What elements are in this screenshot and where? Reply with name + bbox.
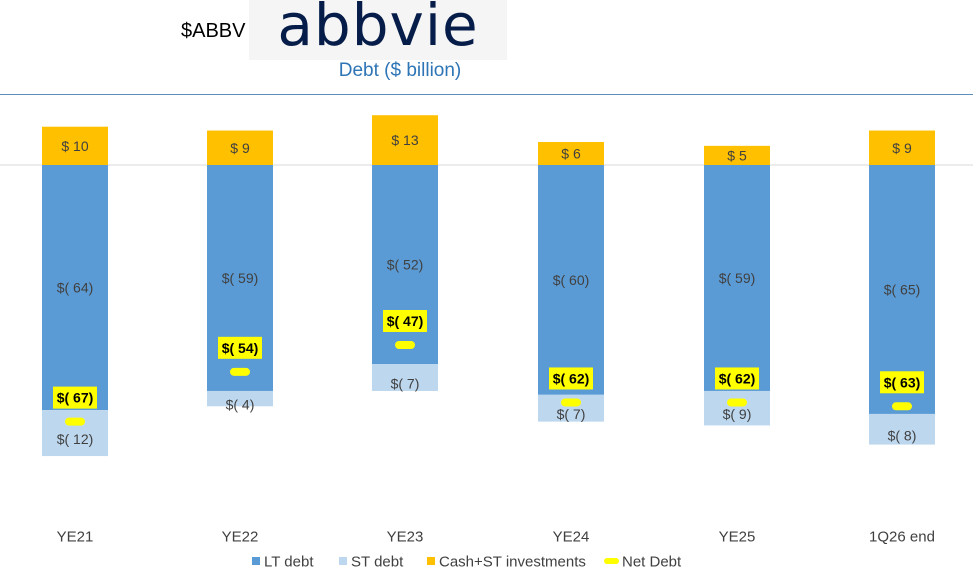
bar-st-debt [704,390,770,426]
bar-lt-debt [704,165,770,391]
label-lt-debt: $( 52) [387,257,424,273]
x-tick-label: YE21 [57,529,94,546]
label-cash: $ 9 [230,140,250,156]
label-net-debt: $( 62) [719,370,756,386]
logo-wordmark: abbvie [277,0,479,59]
bar-cash [207,130,273,165]
legend-swatch [252,557,260,565]
marker-net-debt [65,417,85,426]
legend-swatch [604,558,619,564]
marker-net-debt [230,367,250,376]
label-lt-debt: $( 59) [719,270,756,286]
ticker-label: $ABBV [181,20,246,42]
label-st-debt: $( 4) [226,397,255,413]
legend-label: LT debt [264,554,314,571]
label-net-debt: $( 62) [553,370,590,386]
marker-net-debt [727,398,747,407]
bar-lt-debt [42,165,108,411]
legend-label: ST debt [351,554,404,571]
label-net-debt: $( 67) [57,390,94,406]
bar-cash [538,142,604,165]
label-st-debt: $( 12) [57,431,94,447]
legend-label: Cash+ST investments [439,554,586,571]
x-tick-label: 1Q26 end [869,529,935,546]
label-lt-debt: $( 64) [57,280,94,296]
label-net-debt: $( 47) [387,313,424,329]
label-lt-debt: $( 65) [884,281,921,297]
label-cash: $ 6 [561,146,581,162]
x-tick-label: YE22 [222,529,259,546]
bar-st-debt [372,364,438,391]
x-tick-label: YE25 [719,529,756,546]
bar-st-debt [869,413,935,445]
label-cash: $ 10 [61,138,88,154]
label-cash: $ 13 [391,132,418,148]
marker-net-debt [892,402,912,411]
label-bg-net-debt [383,310,427,333]
label-bg-net-debt [715,367,759,390]
label-net-debt: $( 54) [222,340,259,356]
label-bg-net-debt [53,386,97,409]
bar-cash [372,115,438,165]
label-bg-net-debt [218,336,262,359]
label-bg-net-debt [549,367,593,390]
label-cash: $ 5 [727,147,747,163]
x-tick-label: YE23 [387,529,424,546]
label-lt-debt: $( 60) [553,272,590,288]
bar-st-debt [207,390,273,407]
label-st-debt: $( 7) [557,406,586,422]
x-tick-label: YE24 [553,529,590,546]
legend-swatch [339,557,347,565]
label-cash: $ 9 [892,140,912,156]
marker-net-debt [561,398,581,407]
label-lt-debt: $( 59) [222,270,259,286]
label-st-debt: $( 9) [723,406,752,422]
legend-label: Net Debt [622,554,682,571]
label-net-debt: $( 63) [884,374,921,390]
bar-cash [704,145,770,165]
bar-cash [869,130,935,165]
chart-title: Debt ($ billion) [338,60,462,81]
abbvie-logo: abbvie [249,0,507,60]
legend-swatch [427,557,435,565]
bar-lt-debt [538,165,604,395]
title-divider [0,94,973,95]
label-st-debt: $( 8) [888,427,917,443]
label-bg-net-debt [880,371,924,394]
label-st-debt: $( 7) [391,376,420,392]
bar-cash [42,126,108,165]
marker-net-debt [395,341,415,350]
